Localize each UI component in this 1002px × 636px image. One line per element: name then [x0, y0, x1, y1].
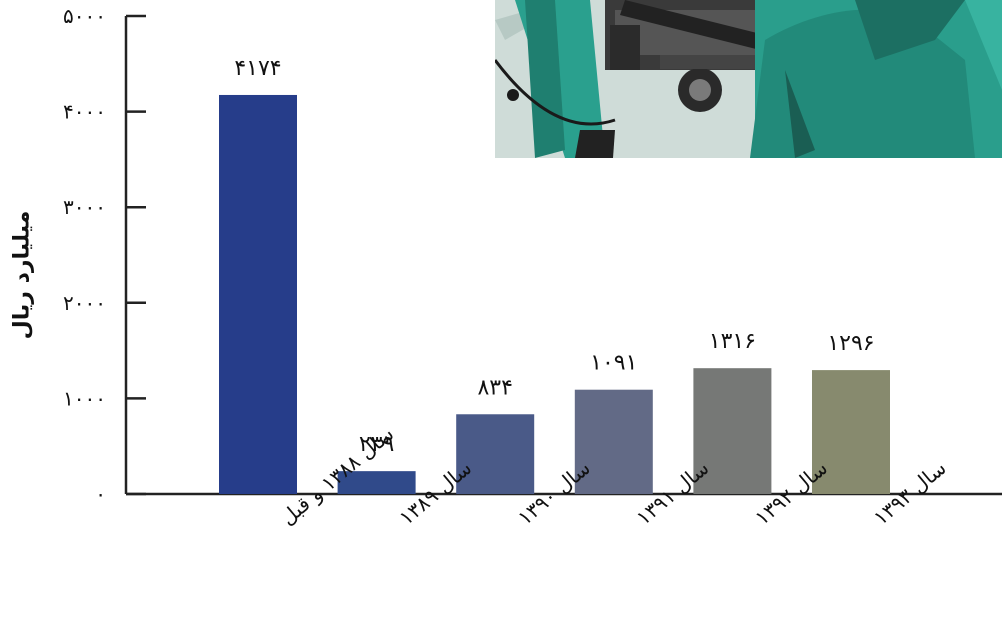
hospital-photo-image [495, 0, 1002, 158]
value-label-4: ۱۰۹۱ [590, 351, 637, 376]
bar-2 [337, 471, 416, 494]
bar-1 [219, 94, 297, 494]
y-tick-label: ۲۰۰۰ [63, 291, 106, 315]
y-tick-label: ۱۰۰۰ [63, 386, 106, 410]
bar-6 [812, 370, 890, 494]
y-tick-label: ۰ [95, 482, 106, 506]
y-tick-label: ۳۰۰۰ [63, 195, 106, 219]
value-label-5: ۱۳۱۶ [709, 329, 756, 354]
value-label-2: ۲۳۹ [359, 432, 394, 457]
value-label-1: ۴۱۷۴ [234, 56, 281, 81]
y-axis-label-box: میلیارد ریال [2, 150, 42, 400]
bar-3 [456, 414, 535, 494]
value-label-6: ۱۲۹۶ [827, 331, 874, 356]
y-tick-label: ۵۰۰۰ [63, 4, 106, 28]
hospital-photo-inset [495, 0, 1002, 158]
bar-4 [574, 389, 653, 494]
y-tick-label: ۴۰۰۰ [63, 100, 106, 124]
value-label-3: ۸۳۴ [477, 375, 512, 400]
y-axis-label: میلیارد ریال [9, 210, 35, 340]
bar-5 [693, 368, 772, 494]
